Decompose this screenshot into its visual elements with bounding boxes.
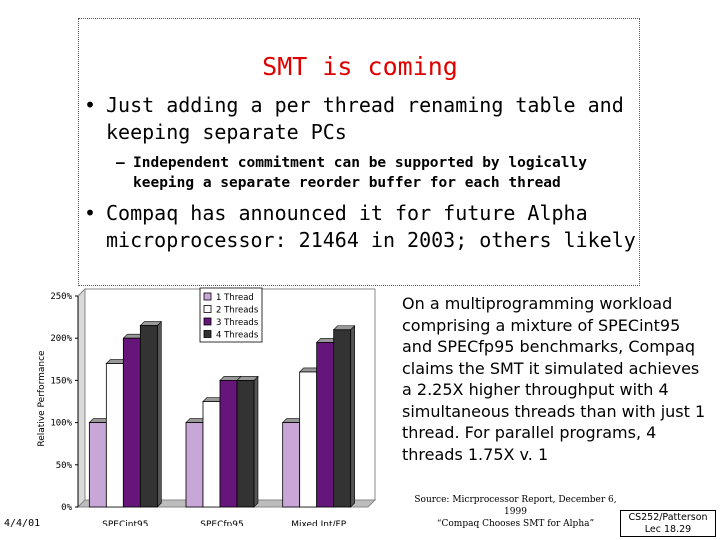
dash-icon: –: [116, 155, 125, 171]
bar: [282, 422, 301, 508]
legend-swatch: [203, 292, 212, 301]
y-axis-label: Relative Performance: [37, 350, 47, 447]
source-line-1: Source: Micrprocessor Report, December 6…: [414, 495, 617, 517]
legend-label: 1 Thread: [216, 293, 254, 303]
bullet-renaming-table: • Just adding a per thread renaming tabl…: [84, 92, 644, 146]
relative-performance-chart: 0% 50% 100% 150% 200% 250% Relative Performanc…: [37, 287, 377, 526]
bar: [316, 342, 335, 508]
y-tick-label: 250%: [50, 292, 72, 302]
subbullet-text: Independent commitment can be supported …: [133, 155, 587, 191]
slide-title: SMT is coming: [262, 52, 458, 81]
x-tick-label: SPECfp95: [200, 520, 243, 526]
bar: [185, 422, 204, 508]
y-tick-label: 150%: [50, 376, 72, 386]
y-tick-label: 0%: [61, 503, 72, 513]
chart-side-wall: [77, 287, 86, 509]
x-tick-label: SPECint95: [102, 520, 148, 526]
bullet-icon: •: [84, 201, 97, 225]
course-line-2: Lec 18.29: [644, 524, 692, 535]
course-label: CS252/Patterson Lec 18.29: [620, 510, 716, 537]
bar: [333, 329, 352, 508]
bar: [219, 380, 238, 508]
legend-swatch: [203, 330, 212, 338]
y-tick-label: 100%: [50, 419, 72, 429]
bar: [299, 371, 318, 508]
bar-side: [350, 325, 355, 508]
bar-top: [139, 321, 163, 326]
text-frame: [78, 18, 640, 286]
bar: [122, 337, 141, 508]
bar-side: [253, 375, 259, 508]
bullet-text: Just adding a per thread renaming table …: [106, 93, 624, 144]
x-tick-label: Mixed Int/FP: [291, 520, 347, 526]
subbullet-commitment: – Independent commitment can be supporte…: [116, 153, 636, 193]
course-line-1: CS252/Patterson: [628, 512, 708, 523]
source-line-2: “Compaq Chooses SMT for Alpha”: [436, 519, 595, 529]
side-description: On a multiprogramming workload comprisin…: [402, 294, 706, 464]
legend-swatch: [203, 305, 212, 313]
bar-top: [236, 376, 259, 381]
bullet-compaq: • Compaq has announced it for future Alp…: [84, 200, 644, 254]
slide-date: 4/4/01: [4, 518, 41, 529]
legend-label: 3 Threads: [216, 318, 259, 328]
legend-label: 4 Threads: [216, 331, 259, 341]
legend-label: 2 Threads: [216, 306, 259, 316]
bar: [139, 325, 158, 508]
bar: [236, 380, 255, 508]
bar-top: [332, 325, 356, 331]
source-citation: Source: Micrprocessor Report, December 6…: [413, 494, 618, 530]
bar: [88, 422, 107, 508]
y-tick-label: 200%: [50, 334, 72, 344]
bar: [202, 401, 221, 508]
bar-side: [157, 320, 162, 508]
legend-swatch: [203, 317, 212, 326]
bar: [105, 363, 124, 508]
bullet-icon: •: [84, 93, 97, 117]
bullet-text: Compaq has announced it for future Alpha…: [106, 201, 636, 252]
y-tick-label: 50%: [56, 461, 73, 471]
